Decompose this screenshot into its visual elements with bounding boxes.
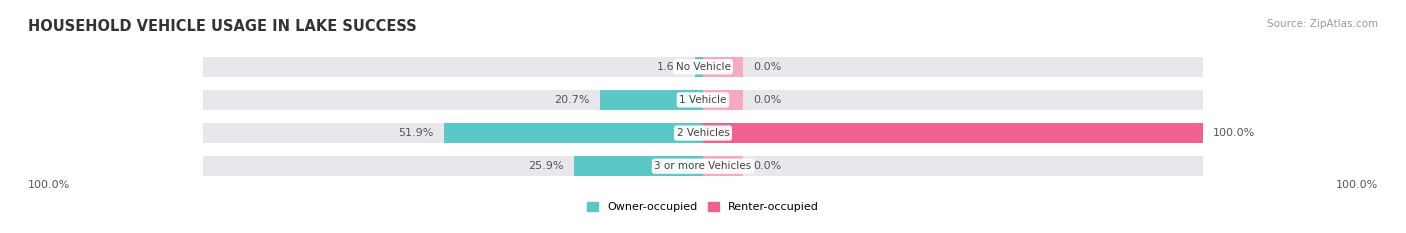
Text: 1.6%: 1.6% xyxy=(657,62,685,72)
Bar xyxy=(703,57,1204,77)
Bar xyxy=(703,156,1204,176)
Bar xyxy=(695,57,703,77)
Text: 100.0%: 100.0% xyxy=(28,180,70,190)
Bar xyxy=(703,57,742,77)
Bar xyxy=(703,156,742,176)
Bar xyxy=(202,90,703,110)
Bar xyxy=(443,123,703,143)
Bar xyxy=(703,90,742,110)
Text: 100.0%: 100.0% xyxy=(1336,180,1378,190)
Bar xyxy=(703,123,1204,143)
Text: HOUSEHOLD VEHICLE USAGE IN LAKE SUCCESS: HOUSEHOLD VEHICLE USAGE IN LAKE SUCCESS xyxy=(28,19,416,34)
Bar xyxy=(703,123,1204,143)
Text: 0.0%: 0.0% xyxy=(754,62,782,72)
Text: 25.9%: 25.9% xyxy=(529,161,564,171)
Text: No Vehicle: No Vehicle xyxy=(675,62,731,72)
Bar xyxy=(574,156,703,176)
Text: 20.7%: 20.7% xyxy=(554,95,589,105)
Bar xyxy=(202,123,703,143)
Bar xyxy=(202,156,703,176)
Text: 0.0%: 0.0% xyxy=(754,161,782,171)
Text: 2 Vehicles: 2 Vehicles xyxy=(676,128,730,138)
Text: 1 Vehicle: 1 Vehicle xyxy=(679,95,727,105)
Text: 51.9%: 51.9% xyxy=(398,128,433,138)
Bar xyxy=(703,90,1204,110)
Bar xyxy=(599,90,703,110)
Legend: Owner-occupied, Renter-occupied: Owner-occupied, Renter-occupied xyxy=(586,202,820,212)
Text: 0.0%: 0.0% xyxy=(754,95,782,105)
Text: 100.0%: 100.0% xyxy=(1213,128,1256,138)
Text: Source: ZipAtlas.com: Source: ZipAtlas.com xyxy=(1267,19,1378,29)
Text: 3 or more Vehicles: 3 or more Vehicles xyxy=(654,161,752,171)
Bar xyxy=(202,57,703,77)
